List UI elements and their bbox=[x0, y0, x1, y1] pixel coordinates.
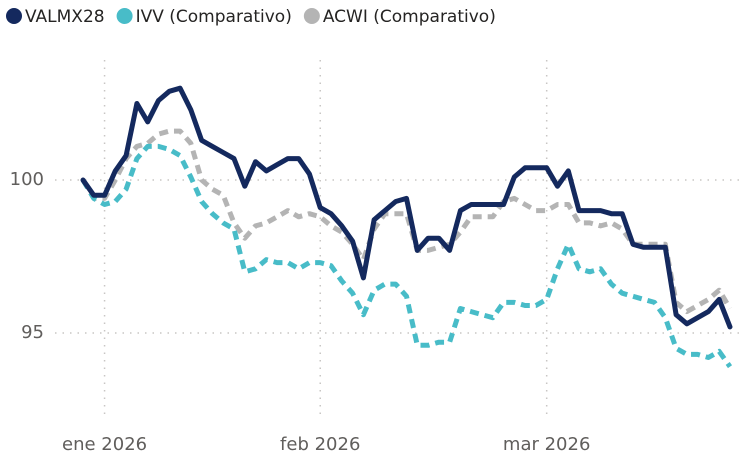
x-tick-label: mar 2026 bbox=[503, 434, 591, 455]
legend-label: IVV (Comparativo) bbox=[136, 7, 292, 27]
plot bbox=[80, 85, 733, 369]
axes: 95 100 ene 2026 feb 2026 mar 2026 bbox=[10, 169, 591, 455]
grid bbox=[55, 60, 745, 420]
series-line bbox=[80, 143, 733, 369]
legend: VALMX28 IVV (Comparativo) ACWI (Comparativ… bbox=[6, 7, 496, 27]
legend-label: ACWI (Comparativo) bbox=[323, 7, 496, 27]
legend-marker bbox=[116, 8, 133, 24]
x-tick-label: ene 2026 bbox=[62, 434, 147, 455]
y-tick-label: 100 bbox=[10, 169, 44, 190]
series-line bbox=[80, 85, 733, 330]
series-line bbox=[80, 128, 733, 315]
y-tick-label: 95 bbox=[21, 322, 44, 343]
legend-label: VALMX28 bbox=[25, 7, 105, 27]
legend-marker bbox=[303, 8, 320, 24]
x-tick-label: feb 2026 bbox=[280, 434, 360, 455]
legend-marker bbox=[6, 8, 22, 24]
